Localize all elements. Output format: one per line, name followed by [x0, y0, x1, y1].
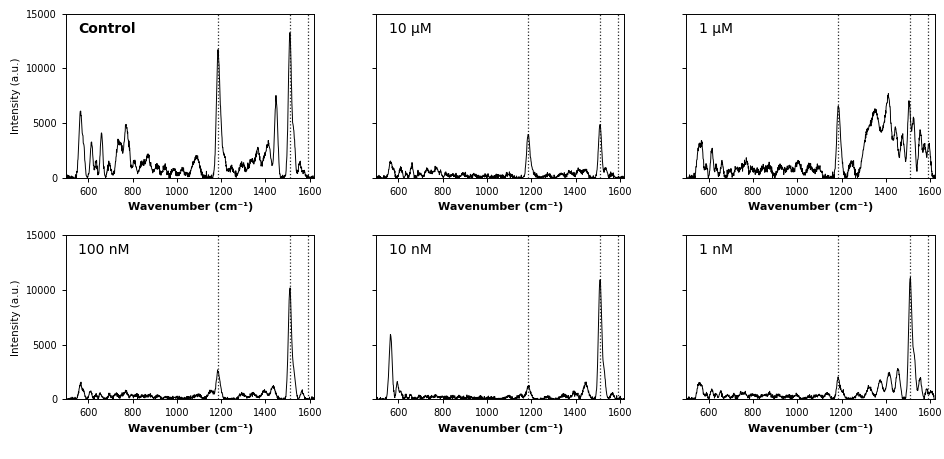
- X-axis label: Wavenumber (cm⁻¹): Wavenumber (cm⁻¹): [748, 202, 873, 213]
- Y-axis label: Intensity (a.u.): Intensity (a.u.): [10, 57, 21, 134]
- X-axis label: Wavenumber (cm⁻¹): Wavenumber (cm⁻¹): [127, 202, 253, 213]
- X-axis label: Wavenumber (cm⁻¹): Wavenumber (cm⁻¹): [438, 202, 563, 213]
- Text: 1 nM: 1 nM: [699, 243, 733, 257]
- X-axis label: Wavenumber (cm⁻¹): Wavenumber (cm⁻¹): [127, 424, 253, 434]
- Text: Control: Control: [78, 22, 136, 36]
- Text: 1 μM: 1 μM: [699, 22, 733, 36]
- X-axis label: Wavenumber (cm⁻¹): Wavenumber (cm⁻¹): [438, 424, 563, 434]
- Y-axis label: Intensity (a.u.): Intensity (a.u.): [10, 279, 21, 356]
- X-axis label: Wavenumber (cm⁻¹): Wavenumber (cm⁻¹): [748, 424, 873, 434]
- Text: 10 nM: 10 nM: [389, 243, 431, 257]
- Text: 100 nM: 100 nM: [78, 243, 130, 257]
- Text: 10 μM: 10 μM: [389, 22, 431, 36]
